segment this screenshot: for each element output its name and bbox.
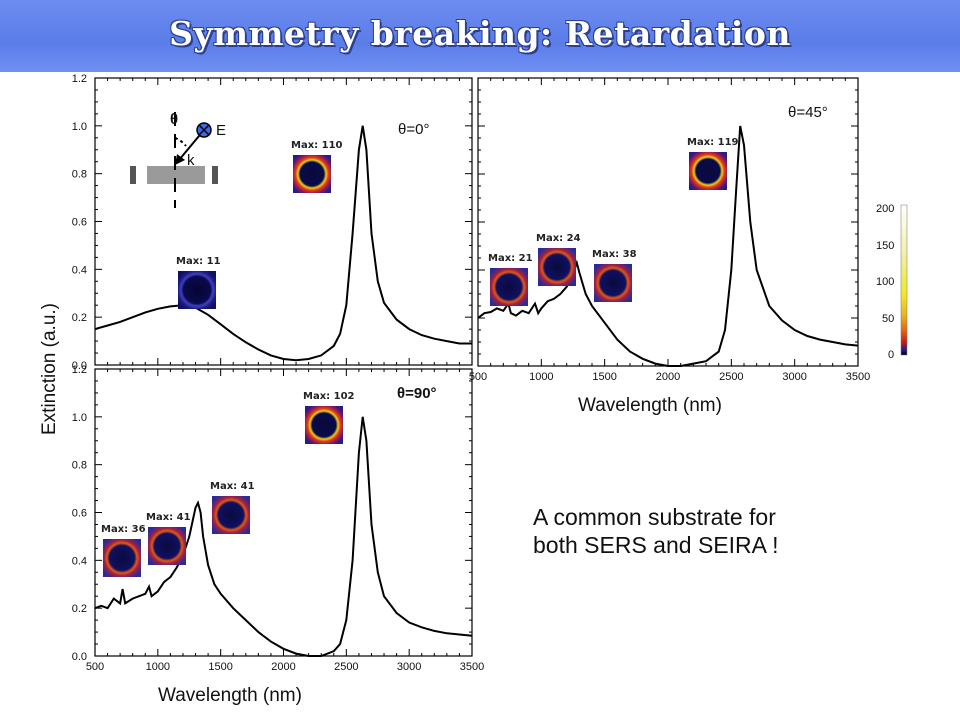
inset-e-label: E: [216, 122, 226, 139]
field-map-max-label: Max: 41: [146, 512, 191, 523]
chart-panel-theta-90: 500 1000 1500 2000 2500 3000 3500 0.0 0.2 0.4 0.6 0…: [72, 364, 485, 673]
chart-panel-theta-0: 0.0 0.2 0.4 0.6 0.8 1.0 1.2 θ=0° Max: 11 Max: 110: [72, 73, 473, 372]
field-map-max-label: Max: 110: [291, 140, 343, 151]
x-tick-label: 1000: [146, 661, 170, 673]
x-tick-label: 1000: [529, 371, 553, 383]
field-map-pattern: [538, 248, 576, 286]
field-map-pattern: [594, 264, 632, 302]
x-tick-label: 3000: [397, 661, 421, 673]
field-map-max-label: Max: 102: [303, 391, 355, 402]
theta-annotation: θ=45°: [788, 104, 828, 121]
x-tick-label: 3000: [782, 371, 806, 383]
x-tick-label: 3500: [846, 371, 870, 383]
field-map-pattern: [689, 152, 727, 190]
field-map-pattern: [148, 527, 186, 565]
colorbar: 200 150 100 50 0: [876, 203, 908, 361]
field-map-pattern: [293, 155, 331, 193]
colorbar-tick: 50: [882, 313, 894, 325]
e-field-cross-icon: [198, 124, 210, 136]
y-tick-label: 0.8: [72, 169, 87, 181]
x-tick-label: 3500: [460, 661, 484, 673]
x-axis-label-right: Wavelength (nm): [578, 395, 722, 416]
extinction-curve: [94, 416, 473, 657]
field-map-max-label: Max: 36: [101, 524, 146, 535]
note-line-2: both SERS and SEIRA !: [533, 532, 779, 558]
x-tick-label: 2500: [719, 371, 743, 383]
y-tick-label: 0.6: [72, 217, 87, 229]
field-map-pattern: [212, 496, 250, 534]
note-line-1: A common substrate for: [533, 504, 776, 530]
colorbar-tick: 0: [888, 349, 894, 361]
field-map-pattern: [305, 406, 343, 444]
field-map-max-label: Max: 41: [210, 481, 255, 492]
field-map-max-label: Max: 38: [592, 249, 637, 260]
inset-block-right: [212, 166, 218, 184]
inset-block-left: [130, 166, 136, 184]
x-tick-label: 1500: [592, 371, 616, 383]
theta-annotation: θ=0°: [398, 121, 429, 138]
y-tick-label: 0.8: [72, 460, 87, 472]
x-tick-label: 2500: [334, 661, 358, 673]
extinction-curve: [94, 125, 472, 362]
theta-annotation: θ=90°: [397, 385, 437, 402]
y-tick-label: 1.0: [72, 121, 87, 133]
substrate-note: A common substrate for both SERS and SEI…: [533, 503, 778, 559]
inset-theta-label: θ: [170, 111, 178, 128]
inset-k-label: k: [187, 152, 195, 169]
colorbar-tick: 100: [876, 276, 894, 288]
field-map-max-label: Max: 119: [687, 137, 739, 148]
inset-angle-arc: [174, 137, 187, 147]
y-tick-label: 0.4: [72, 264, 87, 276]
y-tick-label: 0.0: [72, 651, 87, 663]
polarization-inset: θ E k: [130, 111, 226, 208]
x-tick-label: 2000: [656, 371, 680, 383]
y-tick-label: 1.0: [72, 412, 87, 424]
y-tick-label: 1.2: [72, 364, 87, 376]
field-map-pattern: [178, 271, 216, 309]
title-bar: Symmetry breaking: Retardation: [0, 0, 960, 72]
y-tick-label: 0.2: [72, 312, 87, 324]
slide-title: Symmetry breaking: Retardation: [169, 14, 791, 53]
extinction-curve: [477, 125, 859, 367]
colorbar-gradient: [900, 204, 908, 356]
x-axis-label-left: Wavelength (nm): [158, 685, 302, 706]
field-map-pattern: [490, 268, 528, 306]
x-tick-label: 500: [86, 661, 104, 673]
field-map-max-label: Max: 24: [536, 233, 581, 244]
y-tick-label: 1.2: [72, 73, 87, 85]
field-map-pattern: [103, 539, 141, 577]
x-tick-label: 1500: [208, 661, 232, 673]
y-axis-label: Extinction (a.u.): [39, 303, 60, 435]
x-tick-label: 500: [469, 371, 487, 383]
colorbar-tick: 200: [876, 203, 894, 215]
y-tick-label: 0.0: [72, 360, 87, 372]
inset-k-arrowhead: [175, 154, 185, 165]
plot-frame: [477, 77, 859, 367]
field-map-max-label: Max: 21: [488, 253, 533, 264]
y-tick-label: 0.4: [72, 555, 87, 567]
y-tick-label: 0.6: [72, 508, 87, 520]
inset-substrate: [147, 166, 205, 184]
field-map-max-label: Max: 11: [176, 256, 221, 267]
x-tick-label: 2000: [271, 661, 295, 673]
colorbar-tick: 150: [876, 240, 894, 252]
y-tick-label: 0.2: [72, 603, 87, 615]
